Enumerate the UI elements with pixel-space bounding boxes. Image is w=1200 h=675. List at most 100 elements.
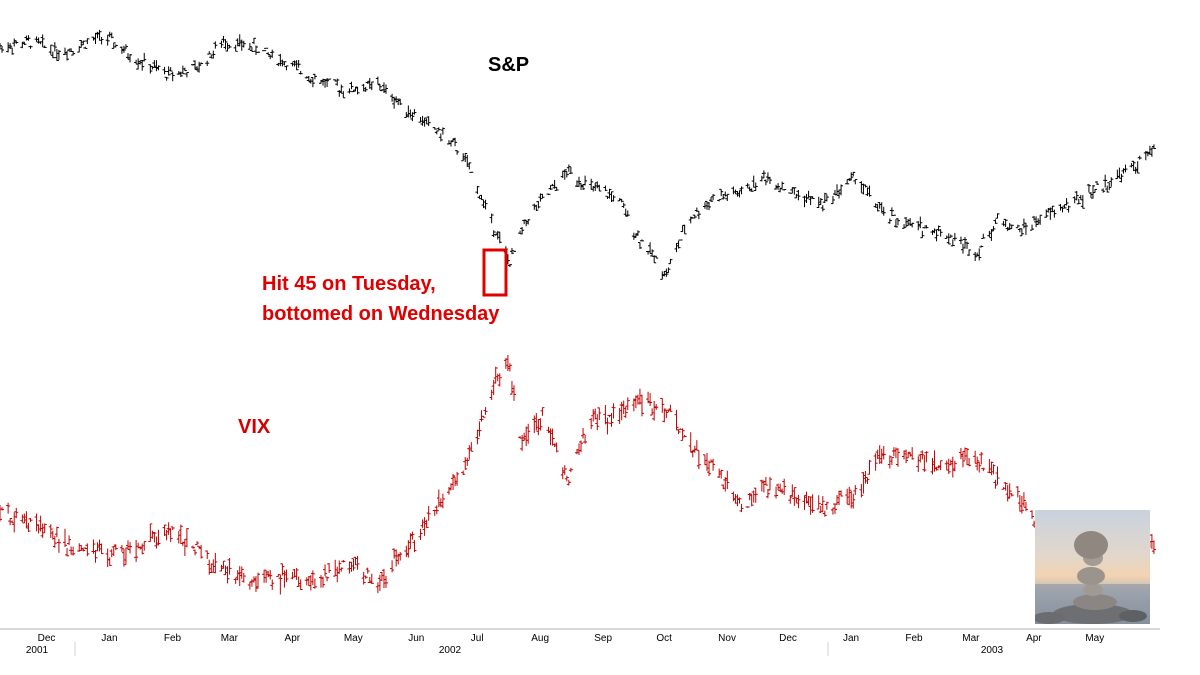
sp-bar bbox=[381, 82, 386, 94]
vix-bar bbox=[577, 443, 581, 455]
vix-bar bbox=[835, 495, 840, 506]
sp-bar bbox=[725, 193, 730, 202]
annotation-box bbox=[482, 248, 508, 297]
vix-bar bbox=[233, 577, 238, 584]
vix-bar bbox=[296, 576, 301, 587]
vix-bar bbox=[1003, 482, 1008, 491]
sp-bar bbox=[646, 250, 651, 255]
vix-bar bbox=[128, 542, 133, 554]
sp-bar bbox=[142, 52, 147, 62]
sp-bar bbox=[282, 61, 287, 66]
sp-bar bbox=[438, 133, 443, 142]
sp-bar bbox=[85, 38, 90, 45]
sp-bar bbox=[1038, 214, 1043, 225]
sp-bar bbox=[38, 41, 43, 45]
sp-bar bbox=[1076, 198, 1081, 205]
vix-bar bbox=[637, 388, 642, 405]
vix-bar bbox=[792, 487, 797, 506]
sp-bar bbox=[278, 53, 283, 67]
vix-bar bbox=[552, 443, 557, 448]
vix-bar bbox=[503, 358, 508, 369]
vix-bar bbox=[105, 548, 110, 568]
sp-bar bbox=[436, 127, 441, 131]
sp-bar bbox=[266, 52, 271, 56]
vix-bar bbox=[56, 538, 61, 553]
sp-bar bbox=[109, 32, 114, 39]
vix-bar bbox=[347, 561, 352, 574]
vix-bar bbox=[1001, 487, 1006, 490]
vix-bar bbox=[607, 414, 612, 418]
sp-bar bbox=[335, 78, 340, 86]
sp-bar bbox=[938, 229, 943, 237]
vix-bar bbox=[735, 494, 740, 507]
vix-bar bbox=[369, 573, 374, 584]
sp-bar bbox=[509, 248, 514, 255]
vix-bar bbox=[851, 493, 856, 509]
sp-bar bbox=[960, 243, 965, 254]
sp-bar bbox=[552, 179, 557, 189]
sp-bar bbox=[560, 170, 565, 179]
vix-bar bbox=[1007, 483, 1012, 499]
vix-bar bbox=[788, 495, 793, 504]
sp-bar bbox=[1101, 188, 1106, 193]
vix-bar bbox=[394, 549, 399, 567]
vix-bar bbox=[668, 404, 673, 412]
sp-bar bbox=[369, 81, 374, 91]
vix-bar bbox=[351, 558, 356, 571]
sp-bar bbox=[950, 239, 955, 247]
sp-bar bbox=[79, 39, 84, 48]
sp-bar bbox=[589, 178, 594, 190]
sp-bar bbox=[666, 267, 671, 274]
vix-bar bbox=[682, 434, 687, 438]
sp-bar bbox=[822, 192, 827, 203]
vix-bar bbox=[48, 524, 53, 538]
vix-bar bbox=[924, 451, 929, 463]
vix-bar bbox=[678, 428, 683, 430]
vix-bar bbox=[690, 449, 695, 458]
sp-bar bbox=[440, 127, 445, 135]
sp-bar bbox=[219, 40, 224, 48]
sp-bar bbox=[121, 45, 126, 53]
vix-bar bbox=[99, 543, 104, 555]
vix-bar bbox=[52, 535, 57, 548]
sp-bar bbox=[77, 45, 82, 53]
sp-bar bbox=[776, 183, 781, 190]
sp-bar bbox=[138, 60, 143, 65]
vix-bar bbox=[680, 428, 685, 441]
sp-bar bbox=[310, 77, 315, 88]
vix-bar bbox=[434, 505, 439, 515]
sp-bar bbox=[1064, 198, 1069, 206]
sp-bar bbox=[327, 78, 332, 80]
sp-bar bbox=[788, 192, 793, 194]
year-tick-label: 2002 bbox=[439, 645, 462, 656]
vix-bar bbox=[20, 514, 25, 523]
vix-bar bbox=[390, 560, 395, 573]
sp-bar bbox=[853, 179, 858, 185]
vix-bar bbox=[965, 448, 970, 466]
vix-bar bbox=[1005, 484, 1010, 502]
sp-bar bbox=[690, 217, 695, 219]
vix-bar bbox=[879, 448, 884, 464]
sp-bar bbox=[493, 234, 498, 236]
sp-bar bbox=[1074, 191, 1079, 201]
sp-bar bbox=[688, 216, 693, 224]
vix-bar bbox=[820, 496, 825, 513]
vix-bar bbox=[566, 479, 571, 486]
vix-bar bbox=[148, 523, 153, 543]
month-tick-label: Oct bbox=[656, 633, 672, 644]
vix-bar bbox=[717, 468, 722, 478]
vix-bar bbox=[704, 452, 709, 471]
vix-bar bbox=[694, 440, 699, 451]
sp-bar bbox=[227, 44, 232, 48]
sp-bar bbox=[71, 51, 76, 56]
vix-bar bbox=[995, 466, 1000, 485]
year-tick-label: 2003 bbox=[981, 645, 1004, 656]
sp-bar bbox=[209, 55, 214, 59]
sp-bar bbox=[577, 176, 581, 187]
vix-bar bbox=[993, 479, 998, 489]
sp-bar bbox=[1095, 181, 1100, 185]
sp-bar bbox=[325, 78, 330, 87]
sp-bar bbox=[390, 93, 395, 102]
vix-bar bbox=[847, 486, 852, 506]
vix-bar bbox=[816, 495, 821, 510]
